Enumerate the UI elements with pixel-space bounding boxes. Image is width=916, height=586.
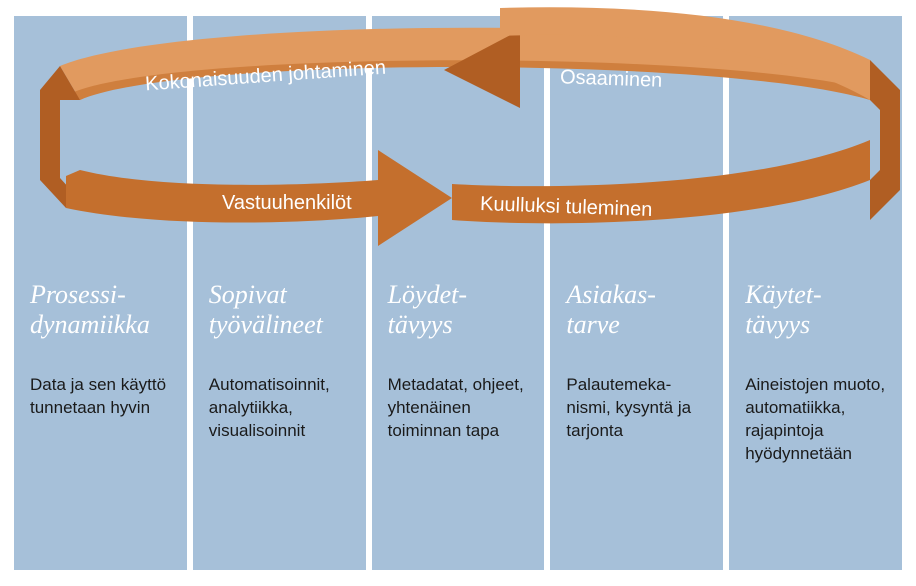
column-spacer: [209, 30, 350, 280]
column-desc: Palautemeka­nismi, kysyntä ja tarjonta: [566, 374, 707, 443]
column-title: Käytet-tävyys: [745, 280, 886, 340]
column-title: Asiakas-tarve: [566, 280, 707, 340]
column-desc: Automatisoin­nit, analytiikka, visualiso…: [209, 374, 350, 443]
column-title: Prosessi-dynamiikka: [30, 280, 171, 340]
column-spacer: [745, 30, 886, 280]
column-spacer: [388, 30, 529, 280]
column-title: Sopivat työvälineet: [209, 280, 350, 340]
column-5: Käytet-tävyys Aineistojen muoto, auto­mat…: [729, 16, 902, 570]
column-title: Löydet-tävyys: [388, 280, 529, 340]
column-desc: Aineistojen muoto, auto­matiikka, rajapi…: [745, 374, 886, 466]
column-spacer: [566, 30, 707, 280]
columns-container: Prosessi-dynamiikka Data ja sen käyttö tu…: [0, 0, 916, 586]
column-1: Prosessi-dynamiikka Data ja sen käyttö tu…: [14, 16, 187, 570]
column-desc: Metadatat, ohjeet, yhtenäi­nen toiminnan…: [388, 374, 529, 443]
column-4: Asiakas-tarve Palautemeka­nismi, kysyntä …: [550, 16, 723, 570]
column-3: Löydet-tävyys Metadatat, ohjeet, yhtenäi­…: [372, 16, 545, 570]
column-desc: Data ja sen käyttö tunne­taan hyvin: [30, 374, 171, 420]
column-spacer: [30, 30, 171, 280]
column-2: Sopivat työvälineet Automatisoin­nit, ana…: [193, 16, 366, 570]
